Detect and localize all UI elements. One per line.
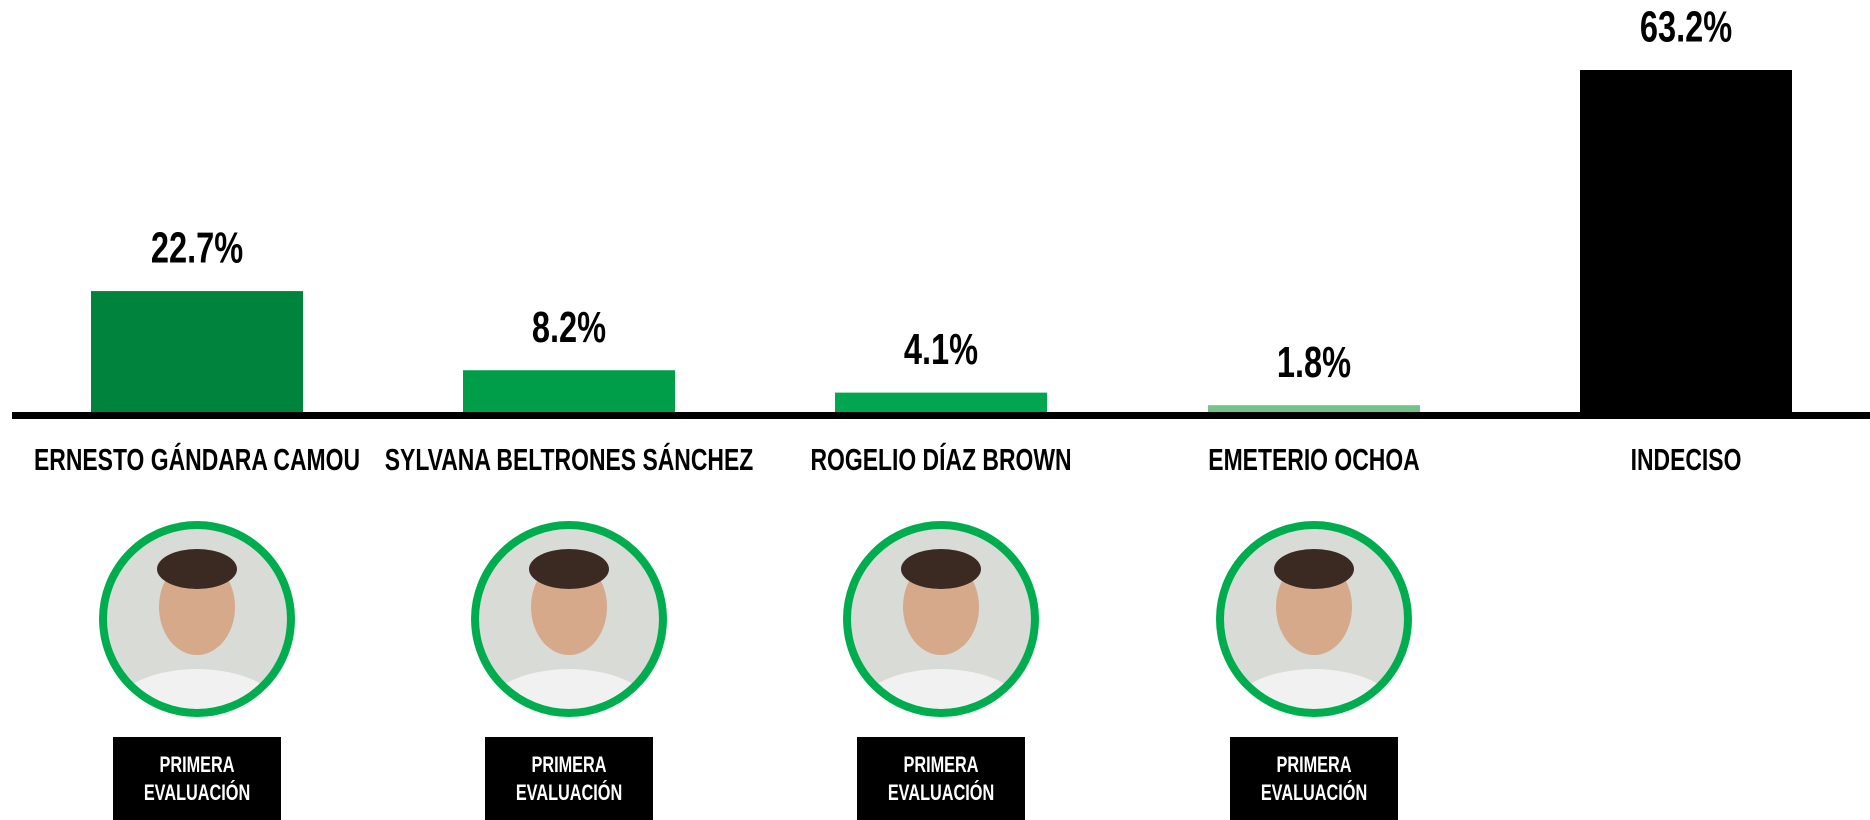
candidate-photo: [99, 521, 295, 717]
hair: [1274, 549, 1354, 589]
badge: [113, 737, 281, 820]
bar: [463, 370, 675, 415]
photo-ring: [471, 521, 667, 717]
badge-label: EVALUACIÓN: [516, 778, 622, 805]
photo-ring: [1216, 521, 1412, 717]
bar: [1580, 70, 1792, 415]
badge-label: PRIMERA: [159, 752, 234, 777]
badge-label: EVALUACIÓN: [144, 778, 250, 805]
badge-label: PRIMERA: [903, 752, 978, 777]
badge-label: PRIMERA: [531, 752, 606, 777]
category-label: ERNESTO GÁNDARA CAMOU: [34, 442, 360, 477]
photo-ring: [99, 521, 295, 717]
value-label: 22.7%: [151, 224, 243, 273]
badge-label: PRIMERA: [1276, 752, 1351, 777]
badge: [1230, 737, 1398, 820]
badge-label: EVALUACIÓN: [888, 778, 994, 805]
badge-label: EVALUACIÓN: [1261, 778, 1367, 805]
category-label: EMETERIO OCHOA: [1208, 442, 1419, 477]
shoulders: [1224, 669, 1404, 713]
hair: [529, 549, 609, 589]
value-label: 4.1%: [904, 326, 978, 375]
bar: [835, 392, 1047, 415]
bar: [1208, 405, 1420, 415]
baseline: [12, 412, 1870, 419]
shoulders: [107, 669, 287, 713]
value-label: 8.2%: [532, 303, 606, 352]
category-label: INDECISO: [1631, 442, 1742, 477]
person: [107, 549, 287, 713]
hair: [157, 549, 237, 589]
value-label: 1.8%: [1277, 338, 1351, 387]
shoulders: [479, 669, 659, 713]
hair: [901, 549, 981, 589]
person: [851, 549, 1031, 713]
candidate-photo: [471, 521, 667, 717]
shoulders: [851, 669, 1031, 713]
badge: [857, 737, 1025, 820]
category-label: SYLVANA BELTRONES SÁNCHEZ: [385, 442, 754, 477]
value-label: 63.2%: [1640, 3, 1732, 52]
badge: [485, 737, 653, 820]
candidate-photo: [1216, 521, 1412, 717]
category-label: ROGELIO DÍAZ BROWN: [810, 442, 1071, 477]
bar: [91, 291, 303, 415]
person: [1224, 549, 1404, 713]
person: [479, 549, 659, 713]
candidate-photo: [843, 521, 1039, 717]
photo-ring: [843, 521, 1039, 717]
